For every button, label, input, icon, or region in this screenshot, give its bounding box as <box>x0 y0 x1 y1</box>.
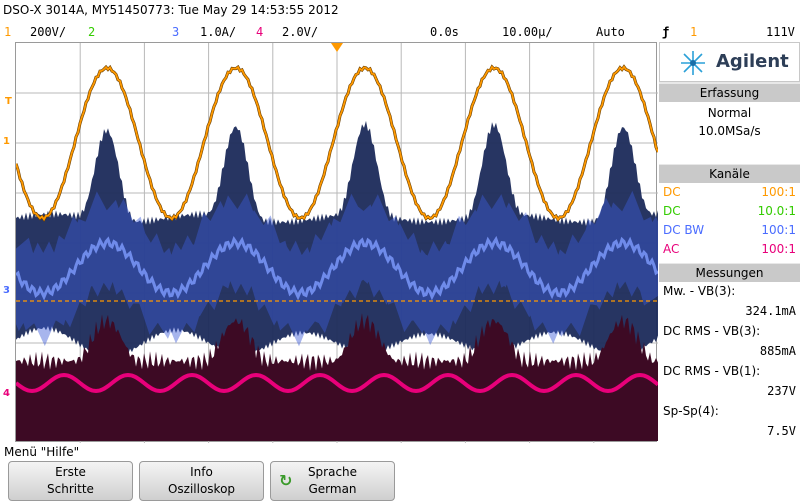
ch1-coupling: DC <box>663 185 681 199</box>
ch1-probe: 100:1 <box>761 185 796 199</box>
acquisition-mode: Normal <box>707 106 752 120</box>
measurement-value-4: 7.5V <box>767 424 796 438</box>
ch3-number[interactable]: 3 <box>172 25 180 39</box>
brand-name: Agilent <box>716 51 789 72</box>
softkey-language[interactable]: ↻ Sprache German <box>270 461 395 501</box>
menu-title: Menü "Hilfe" <box>4 445 80 459</box>
softkey-label-line2: Oszilloskop <box>167 482 236 496</box>
ch1-scale[interactable]: 200V/ <box>30 25 67 39</box>
ch4-envelope <box>16 313 658 441</box>
measurements-section[interactable]: Mw. - VB(3): 324.1mA DC RMS - VB(3): 885… <box>659 282 800 442</box>
softkey-label-line1: Info <box>190 465 213 479</box>
softkey-label-line2: German <box>308 482 357 496</box>
softkey-label-line1: Erste <box>55 465 86 479</box>
time-scale[interactable]: 10.00µ/ <box>502 25 553 39</box>
refresh-icon: ↻ <box>279 471 293 490</box>
ch3-ground-marker[interactable]: 3 <box>3 285 10 296</box>
status-bar: 1 200V/ 2 3 1.0A/ 4 2.0V/ 0.0s 10.00µ/ A… <box>0 22 800 42</box>
trigger-level[interactable]: 111V <box>766 25 795 39</box>
ch3-probe: 100:1 <box>761 223 796 237</box>
ch4-scale[interactable]: 2.0V/ <box>282 25 319 39</box>
ch4-trace <box>16 372 658 394</box>
acquisition-header: Erfassung <box>659 84 800 102</box>
measurement-label-1: Mw. - VB(3): <box>663 284 736 298</box>
channels-section[interactable]: DC 100:1 DC 10.0:1 DC BW 100:1 AC 100:1 <box>659 183 800 263</box>
waveform-display[interactable] <box>15 42 658 443</box>
trigger-position-marker <box>331 43 343 52</box>
trigger-level-marker[interactable]: T <box>5 96 12 107</box>
ch2-probe: 10.0:1 <box>757 204 796 218</box>
acquisition-section[interactable]: Normal 10.0MSa/s <box>659 102 800 164</box>
ch1-trace <box>16 65 658 221</box>
ch4-number[interactable]: 4 <box>256 25 264 39</box>
measurement-label-3: DC RMS - VB(1): <box>663 364 761 378</box>
ch4-coupling: AC <box>663 242 680 256</box>
softkey-menu: Menü "Hilfe" Erste Schritte Info Oszillo… <box>0 443 800 503</box>
agilent-spark-icon <box>681 51 705 75</box>
title-bar: DSO-X 3014A, MY51450773: Tue May 29 14:5… <box>0 0 800 22</box>
ch2-coupling: DC <box>663 204 681 218</box>
measurement-label-2: DC RMS - VB(3): <box>663 324 761 338</box>
sample-rate: 10.0MSa/s <box>698 124 761 138</box>
trigger-edge-icon: ƒ <box>662 25 670 39</box>
ch1-ground-marker[interactable]: 1 <box>3 136 10 147</box>
measurement-label-4: Sp-Sp(4): <box>663 404 719 418</box>
trigger-mode[interactable]: Auto <box>596 25 625 39</box>
window-title: DSO-X 3014A, MY51450773: Tue May 29 14:5… <box>3 3 339 17</box>
measurements-header: Messungen <box>659 264 800 282</box>
measurement-value-1: 324.1mA <box>745 304 796 318</box>
measurement-value-2: 885mA <box>759 344 796 358</box>
channels-header: Kanäle <box>659 165 800 183</box>
brand-logo: Agilent <box>659 42 800 82</box>
softkey-getting-started[interactable]: Erste Schritte <box>8 461 133 501</box>
softkey-label-line1: Sprache <box>307 465 358 479</box>
ch3-coupling: DC BW <box>663 223 705 237</box>
softkey-about-scope[interactable]: Info Oszilloskop <box>139 461 264 501</box>
ch4-probe: 100:1 <box>761 242 796 256</box>
ch4-ground-marker[interactable]: 4 <box>3 388 10 399</box>
trigger-channel[interactable]: 1 <box>690 25 698 39</box>
softkey-label-line2: Schritte <box>47 482 94 496</box>
ch3-scale[interactable]: 1.0A/ <box>200 25 237 39</box>
ch3-trace <box>16 235 658 301</box>
side-panel: Agilent Erfassung Normal 10.0MSa/s Kanäl… <box>659 42 800 442</box>
ch2-number[interactable]: 2 <box>88 25 96 39</box>
ch1-number[interactable]: 1 <box>4 25 12 39</box>
time-position[interactable]: 0.0s <box>430 25 459 39</box>
measurement-value-3: 237V <box>767 384 796 398</box>
waveform-canvas[interactable] <box>16 43 658 443</box>
ch3-envelope <box>16 120 658 360</box>
